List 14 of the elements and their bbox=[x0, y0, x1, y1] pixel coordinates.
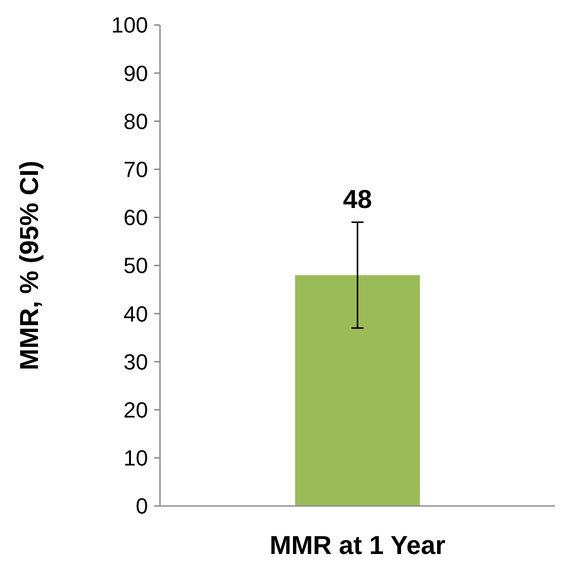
y-axis-title: MMR, % (95% CI) bbox=[14, 160, 44, 370]
y-tick-label: 70 bbox=[124, 157, 148, 182]
x-tick-label: MMR at 1 Year bbox=[270, 530, 446, 560]
y-tick-label: 100 bbox=[111, 12, 148, 38]
y-tick-label: 30 bbox=[124, 349, 148, 374]
y-tick-label: 60 bbox=[124, 205, 148, 230]
y-tick-label: 80 bbox=[124, 108, 148, 134]
y-tick-label: 90 bbox=[124, 60, 148, 86]
data-label: 48 bbox=[343, 184, 372, 214]
y-tick-label: 0 bbox=[136, 494, 148, 519]
y-tick-label: 40 bbox=[124, 301, 148, 326]
y-tick-label: 10 bbox=[124, 446, 148, 471]
y-tick-label: 50 bbox=[124, 253, 148, 278]
y-tick-label: 20 bbox=[124, 398, 148, 422]
